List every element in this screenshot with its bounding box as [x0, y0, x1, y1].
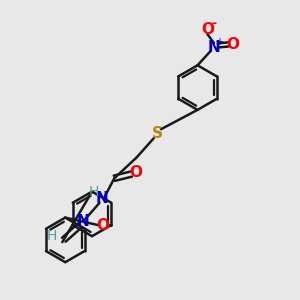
Text: O: O [96, 218, 109, 232]
Text: S: S [152, 126, 163, 141]
Text: N: N [208, 40, 220, 55]
Text: O: O [129, 165, 142, 180]
Text: +: + [215, 37, 223, 46]
Text: H: H [88, 185, 99, 199]
Text: -: - [211, 16, 217, 30]
Text: O: O [226, 37, 239, 52]
Text: N: N [77, 214, 89, 229]
Text: O: O [201, 22, 214, 37]
Text: H: H [47, 229, 57, 243]
Text: N: N [96, 191, 109, 206]
